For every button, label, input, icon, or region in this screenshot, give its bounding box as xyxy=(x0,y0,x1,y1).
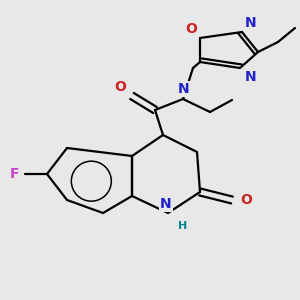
Text: O: O xyxy=(114,80,126,94)
Text: H: H xyxy=(178,221,187,231)
Text: N: N xyxy=(160,197,172,211)
Text: N: N xyxy=(245,16,256,30)
Text: O: O xyxy=(240,193,252,207)
Text: F: F xyxy=(10,167,19,181)
Text: N: N xyxy=(245,70,256,84)
Text: N: N xyxy=(178,82,190,96)
Text: O: O xyxy=(185,22,197,36)
